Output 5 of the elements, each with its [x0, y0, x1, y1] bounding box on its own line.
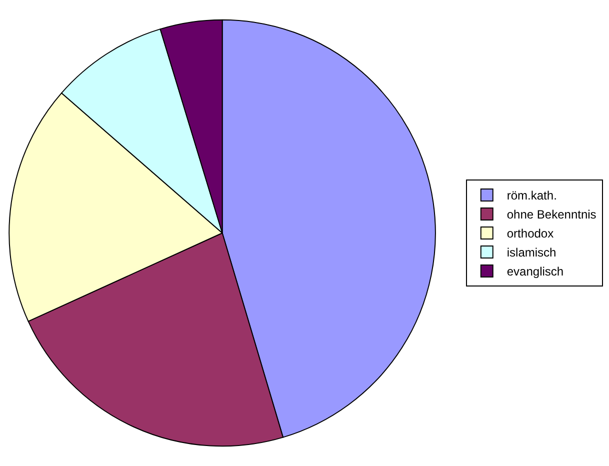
legend-label: orthodox — [506, 226, 554, 241]
legend-label: islamisch — [506, 246, 556, 260]
legend-label: röm.kath. — [506, 188, 557, 203]
legend-label: evanglisch — [506, 264, 564, 279]
legend-label: ohne Bekenntnis — [506, 208, 596, 222]
